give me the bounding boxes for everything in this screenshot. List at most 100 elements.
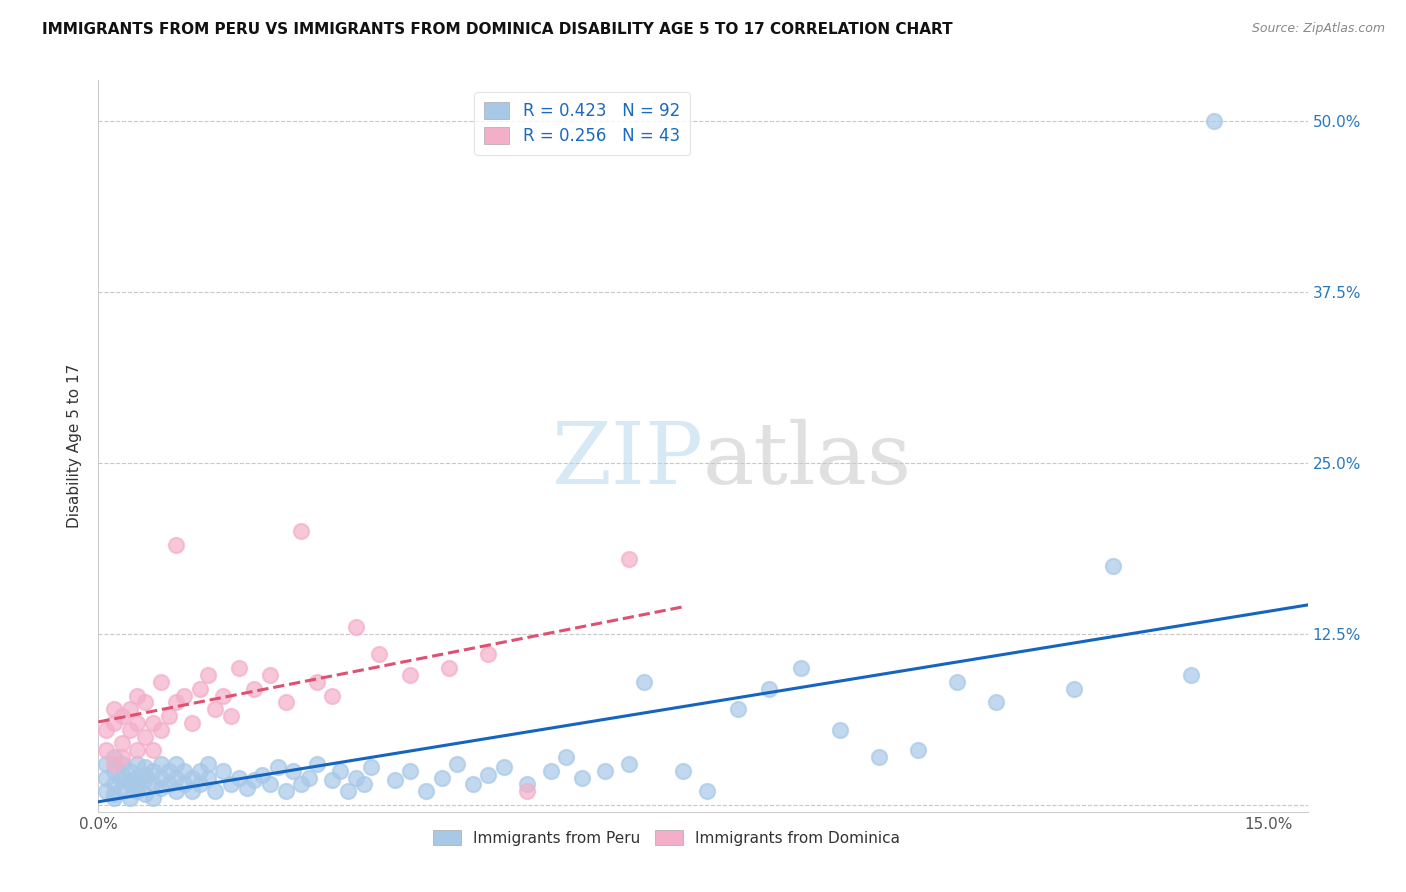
Point [212,689,235,703]
Point [127,689,149,703]
Point [430,771,453,785]
Point [134,730,156,744]
Point [111,781,134,796]
Point [344,620,367,634]
Point [127,743,149,757]
Point [103,787,125,801]
Point [134,759,156,773]
Point [399,668,422,682]
Point [204,702,226,716]
Point [149,674,172,689]
Point [142,777,165,791]
Point [228,661,250,675]
Point [165,771,187,785]
Point [727,702,749,716]
Point [165,784,187,798]
Point [127,777,149,791]
Point [344,771,367,785]
Text: IMMIGRANTS FROM PERU VS IMMIGRANTS FROM DOMINICA DISABILITY AGE 5 TO 17 CORRELAT: IMMIGRANTS FROM PERU VS IMMIGRANTS FROM … [42,22,953,37]
Point [197,771,219,785]
Point [118,702,141,716]
Point [134,773,156,788]
Point [228,771,250,785]
Point [118,764,141,778]
Y-axis label: Disability Age 5 to 17: Disability Age 5 to 17 [67,364,83,528]
Point [103,777,125,791]
Point [127,784,149,798]
Point [197,756,219,771]
Point [446,756,468,771]
Point [219,709,242,723]
Point [235,781,257,796]
Point [617,551,640,566]
Point [305,674,328,689]
Point [540,764,562,778]
Point [96,756,118,771]
Point [212,764,235,778]
Point [157,777,180,791]
Point [494,759,516,773]
Point [461,777,484,791]
Point [907,743,929,757]
Point [290,524,312,539]
Point [758,681,780,696]
Point [103,791,125,805]
Point [477,768,499,782]
Point [415,784,437,798]
Point [181,784,204,798]
Point [555,750,578,764]
Point [329,764,352,778]
Point [111,768,134,782]
Point [127,756,149,771]
Point [259,777,281,791]
Point [188,764,211,778]
Point [142,791,165,805]
Point [298,771,321,785]
Point [149,771,172,785]
Point [103,715,125,730]
Point [142,764,165,778]
Point [103,756,125,771]
Point [252,768,274,782]
Text: atlas: atlas [703,419,912,502]
Point [321,689,343,703]
Point [165,695,187,709]
Point [571,771,593,785]
Point [368,648,391,662]
Point [111,736,134,750]
Point [868,750,890,764]
Point [149,781,172,796]
Point [399,764,422,778]
Point [181,771,204,785]
Point [149,723,172,737]
Point [617,756,640,771]
Point [283,764,305,778]
Point [353,777,375,791]
Point [165,756,187,771]
Point [134,695,156,709]
Point [103,702,125,716]
Point [96,771,118,785]
Point [243,681,266,696]
Point [516,784,538,798]
Point [477,648,499,662]
Point [267,759,290,773]
Point [1063,681,1085,696]
Point [384,773,406,788]
Point [134,768,156,782]
Point [219,777,242,791]
Point [103,764,125,778]
Point [197,668,219,682]
Point [789,661,811,675]
Point [142,743,165,757]
Point [134,787,156,801]
Point [181,715,204,730]
Point [1101,558,1123,573]
Point [157,764,180,778]
Point [259,668,281,682]
Point [945,674,967,689]
Point [305,756,328,771]
Point [1180,668,1202,682]
Legend: Immigrants from Peru, Immigrants from Dominica: Immigrants from Peru, Immigrants from Do… [427,824,907,852]
Point [173,764,195,778]
